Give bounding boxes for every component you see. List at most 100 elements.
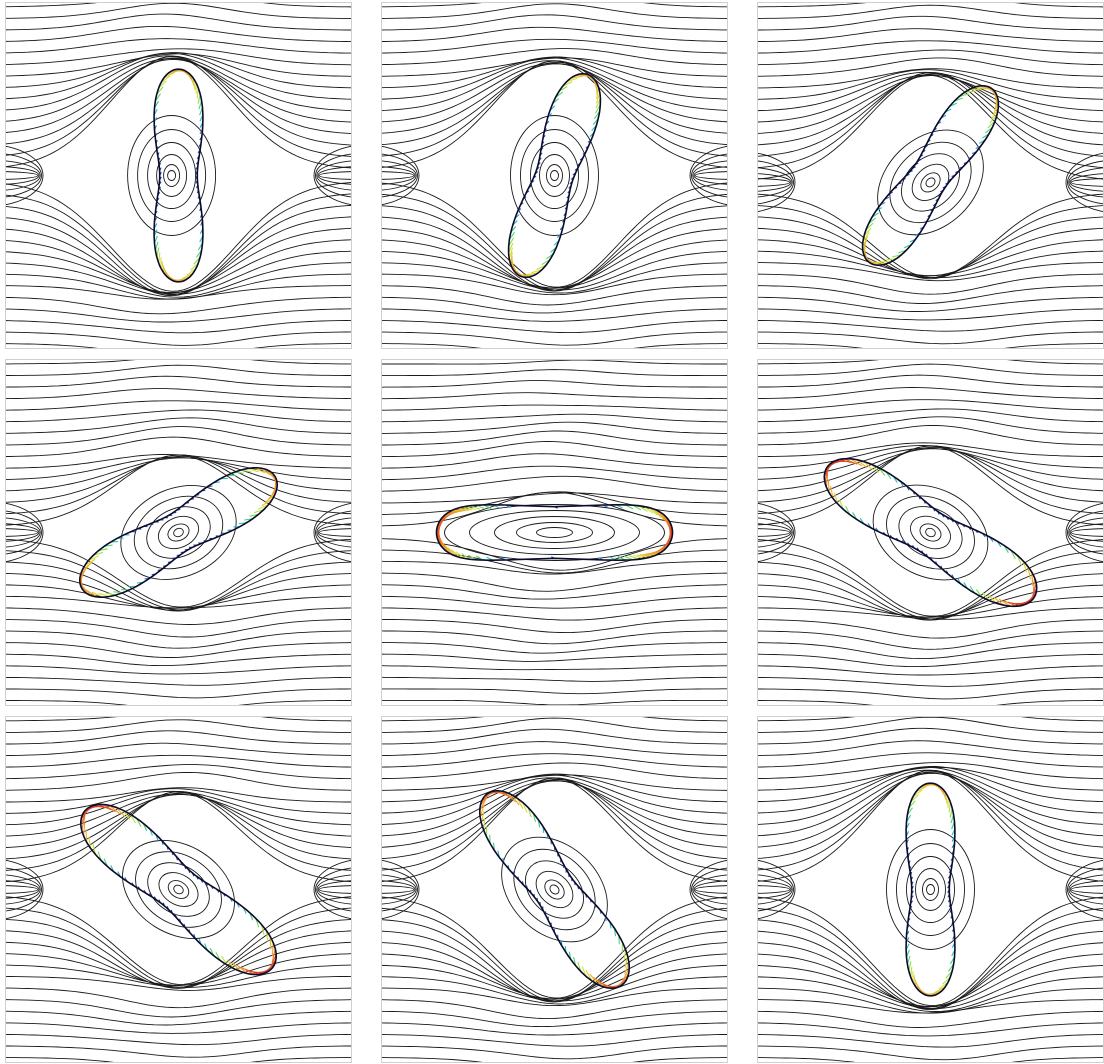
internal-closed-streamline [872, 484, 989, 581]
streamline [382, 595, 727, 609]
velocity-arrow [511, 794, 520, 806]
right-eddy-streamline [1065, 860, 1103, 919]
streamline [758, 740, 1103, 756]
streamline [6, 296, 351, 315]
streamline [382, 774, 727, 814]
streamline [758, 942, 1103, 1008]
streamline [382, 60, 727, 157]
streamline [6, 607, 351, 625]
streamline [6, 754, 351, 768]
right-eddy-streamline [1065, 503, 1103, 562]
streamline [382, 465, 727, 481]
left-eddy-streamline [382, 166, 416, 185]
streamline [6, 13, 351, 31]
streamline [758, 717, 1103, 733]
left-eddy-streamline [758, 510, 794, 555]
velocity-arrow [84, 804, 100, 812]
streamline [382, 475, 727, 492]
velocity-arrow [80, 810, 88, 825]
streamline [6, 987, 351, 1009]
streamline [758, 442, 1103, 458]
streamline [758, 766, 1103, 814]
membrane-outline [479, 790, 630, 989]
internal-closed-streamline [163, 164, 181, 187]
internal-closed-streamline [920, 172, 941, 193]
velocity-arrow [666, 529, 673, 545]
velocity-arrow [261, 499, 273, 507]
streamline [6, 930, 351, 988]
streamline [6, 730, 351, 745]
velocity-arrow [993, 596, 1005, 606]
streamline [382, 205, 727, 292]
right-eddy-streamline [316, 160, 351, 191]
streamline [382, 779, 727, 837]
left-eddy-streamline [758, 167, 793, 198]
streamline [6, 52, 351, 100]
left-eddy-streamline [382, 171, 415, 180]
streamline [6, 790, 351, 826]
velocity-arrow [919, 783, 932, 789]
streamline [758, 762, 1103, 780]
membrane-outline [823, 457, 1038, 608]
streamline [758, 71, 1103, 112]
streamline [758, 919, 1103, 1011]
panel-row1-col3 [757, 2, 1104, 349]
right-eddy-streamline [1068, 874, 1103, 905]
streamline [382, 320, 727, 334]
streamline [758, 308, 1103, 321]
streamline [758, 227, 1103, 277]
streamline [382, 380, 727, 388]
streamline [758, 447, 1103, 480]
streamline [382, 48, 727, 66]
velocity-arrow [444, 544, 454, 556]
velocity-arrow [655, 509, 665, 521]
streamline [382, 453, 727, 469]
streamline [6, 454, 351, 515]
streamline [6, 457, 351, 492]
velocity-arrow [456, 508, 469, 511]
streamline [6, 193, 351, 295]
streamline [6, 688, 351, 699]
streamline [6, 456, 351, 480]
velocity-arrow [1003, 600, 1018, 607]
flow-field-svg [758, 3, 1103, 348]
right-eddy-streamline [1065, 152, 1103, 212]
right-eddy-streamline [691, 867, 727, 912]
streamline [758, 1022, 1103, 1037]
streamline [6, 918, 351, 989]
streamline [758, 416, 1103, 434]
left-eddy-streamline [758, 517, 793, 548]
velocity-arrow [652, 508, 662, 518]
left-eddy-streamline [758, 152, 796, 212]
internal-closed-streamline [137, 129, 207, 222]
streamline [6, 454, 351, 526]
velocity-arrow [79, 564, 90, 576]
internal-closed-streamline [886, 495, 975, 570]
velocity-arrow [85, 829, 88, 843]
internal-closed-streamline [906, 856, 955, 923]
velocity-arrow [1022, 560, 1028, 573]
streamline [382, 308, 727, 322]
streamline [758, 363, 1103, 376]
streamline [382, 63, 727, 134]
velocity-arrow [830, 485, 834, 499]
right-eddy-streamline [1068, 517, 1103, 548]
left-eddy-streamline [382, 867, 418, 912]
right-eddy-streamline [1070, 885, 1103, 894]
streamline [6, 1010, 351, 1026]
streamline [758, 331, 1103, 345]
internal-closed-streamline [173, 884, 184, 895]
streamline [758, 964, 1103, 1010]
right-eddy-streamline [693, 880, 727, 899]
streamline [6, 619, 351, 638]
right-eddy-streamline [689, 860, 727, 919]
internal-closed-streamline [469, 510, 640, 555]
velocity-arrow [162, 264, 168, 278]
streamline [758, 752, 1103, 768]
internal-closed-streamline [494, 516, 615, 549]
streamline [382, 1034, 727, 1047]
streamline [382, 778, 727, 860]
internal-closed-streamline [915, 868, 946, 911]
right-eddy-streamline [1069, 880, 1103, 899]
streamline [758, 74, 1103, 123]
